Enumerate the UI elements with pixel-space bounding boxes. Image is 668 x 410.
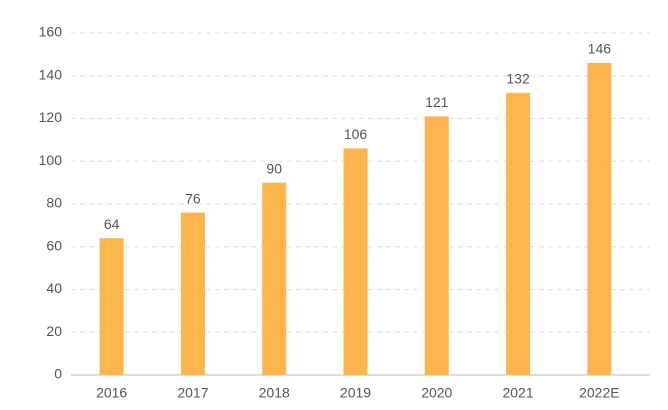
x-tick-label: 2019	[340, 385, 371, 401]
bar	[262, 182, 287, 375]
y-tick-label: 20	[46, 323, 62, 339]
x-tick-label: 2016	[96, 385, 127, 401]
x-tick-label: 2021	[502, 385, 533, 401]
value-label: 121	[425, 94, 449, 110]
x-tick-label: 2018	[259, 385, 290, 401]
x-tick-label: 2022E	[579, 385, 619, 401]
y-tick-label: 120	[39, 109, 63, 125]
bar	[587, 62, 612, 376]
bar	[343, 148, 368, 375]
y-tick-label: 100	[39, 152, 63, 168]
y-tick-label: 40	[46, 280, 62, 296]
x-tick-label: 2020	[421, 385, 452, 401]
y-tick-label: 0	[54, 366, 62, 382]
y-tick-label: 140	[39, 66, 63, 82]
bar	[506, 92, 531, 375]
value-label: 146	[588, 41, 612, 57]
x-tick-label: 2017	[177, 385, 208, 401]
y-tick-label: 80	[46, 195, 62, 211]
bar	[99, 238, 124, 375]
bar	[424, 116, 449, 376]
value-label: 90	[266, 160, 282, 176]
value-label: 132	[506, 71, 530, 87]
value-label: 64	[104, 216, 120, 232]
bar	[180, 212, 205, 375]
value-label: 106	[344, 126, 368, 142]
y-tick-label: 60	[46, 237, 62, 253]
value-label: 76	[185, 190, 201, 206]
y-tick-label: 160	[39, 24, 63, 40]
